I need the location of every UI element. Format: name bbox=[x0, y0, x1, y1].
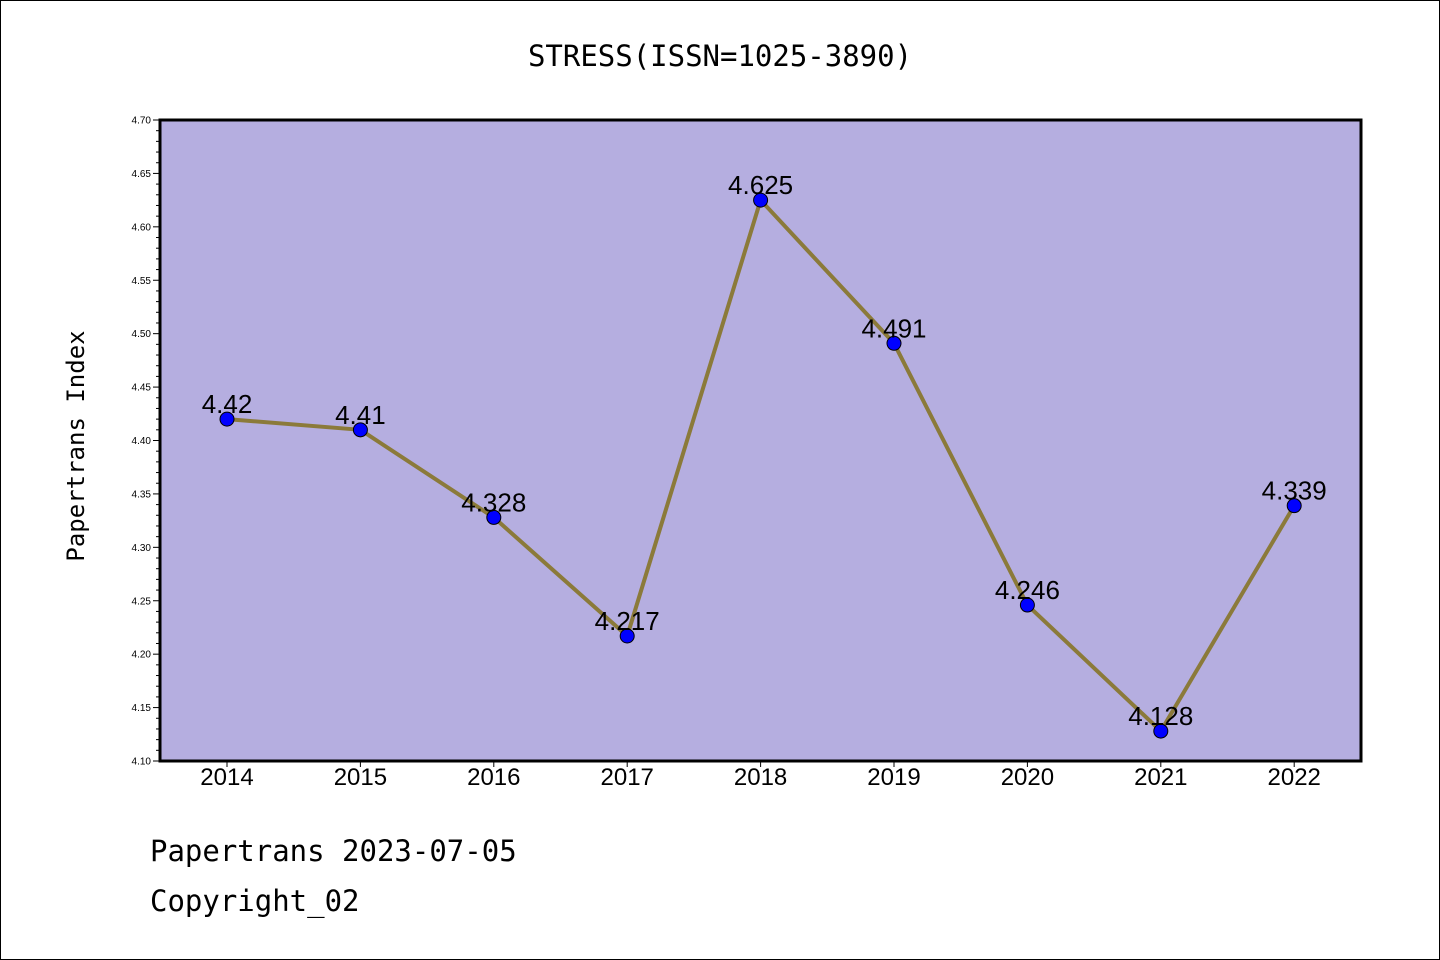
plot-border bbox=[158, 118, 1363, 763]
plot-area bbox=[160, 120, 1361, 761]
data-label: 4.217 bbox=[595, 606, 660, 636]
data-point bbox=[352, 422, 368, 438]
data-label: 4.491 bbox=[861, 313, 926, 343]
data-point bbox=[1286, 498, 1302, 514]
y-tick-label: 4.40 bbox=[132, 436, 152, 447]
data-point bbox=[886, 335, 902, 351]
x-axis: 2014 2015 2016 2017 2018 2019 2020 2021 2022 bbox=[200, 761, 1321, 791]
chart-title: STRESS(ISSN=1025-3890) bbox=[528, 39, 912, 73]
y-tick-label: 4.35 bbox=[132, 489, 152, 500]
x-tick-label: 2020 bbox=[1001, 764, 1054, 791]
data-point bbox=[619, 628, 635, 644]
y-tick-label: 4.65 bbox=[132, 169, 152, 180]
y-tick-label: 4.20 bbox=[132, 650, 152, 661]
x-tick-label: 2022 bbox=[1268, 764, 1321, 791]
y-tick-label: 4.70 bbox=[132, 116, 152, 127]
y-tick-label: 4.10 bbox=[132, 757, 152, 768]
x-tick-label: 2016 bbox=[467, 764, 520, 791]
data-label: 4.339 bbox=[1262, 476, 1327, 506]
y-tick-label: 4.45 bbox=[132, 383, 152, 394]
data-point bbox=[753, 192, 769, 208]
y-tick-label: 4.15 bbox=[132, 703, 152, 714]
y-tick-label: 4.30 bbox=[132, 543, 152, 554]
y-axis-label: Papertrans Index bbox=[62, 330, 90, 561]
data-labels: 4.42 4.41 4.328 4.217 4.625 4.491 4.246 4.128 4.… bbox=[202, 170, 1327, 731]
y-tick-label: 4.50 bbox=[132, 329, 152, 340]
y-tick-label: 4.25 bbox=[132, 596, 152, 607]
data-label: 4.42 bbox=[202, 389, 253, 419]
data-point bbox=[1019, 597, 1035, 613]
x-tick-label: 2021 bbox=[1134, 764, 1187, 791]
data-point bbox=[486, 509, 502, 525]
footer-date: Papertrans 2023-07-05 bbox=[150, 834, 517, 868]
data-label: 4.41 bbox=[335, 400, 386, 430]
y-axis: 4.10 4.15 4.20 4.25 4.30 4.35 4.40 4.45 4.50 4.55… bbox=[132, 116, 160, 768]
y-tick-label: 4.55 bbox=[132, 276, 152, 287]
x-tick-label: 2017 bbox=[601, 764, 654, 791]
x-tick-label: 2014 bbox=[200, 764, 253, 791]
x-tick-label: 2019 bbox=[867, 764, 920, 791]
data-point bbox=[1153, 723, 1169, 739]
data-label: 4.625 bbox=[728, 170, 793, 200]
footer-copyright: Copyright_02 bbox=[150, 884, 360, 918]
data-label: 4.128 bbox=[1128, 701, 1193, 731]
data-point bbox=[219, 411, 235, 427]
x-tick-label: 2015 bbox=[334, 764, 387, 791]
data-label: 4.328 bbox=[461, 487, 526, 517]
y-tick-label: 4.60 bbox=[132, 222, 152, 233]
data-label: 4.246 bbox=[995, 575, 1060, 605]
x-tick-label: 2018 bbox=[734, 764, 787, 791]
data-points bbox=[219, 192, 1302, 739]
